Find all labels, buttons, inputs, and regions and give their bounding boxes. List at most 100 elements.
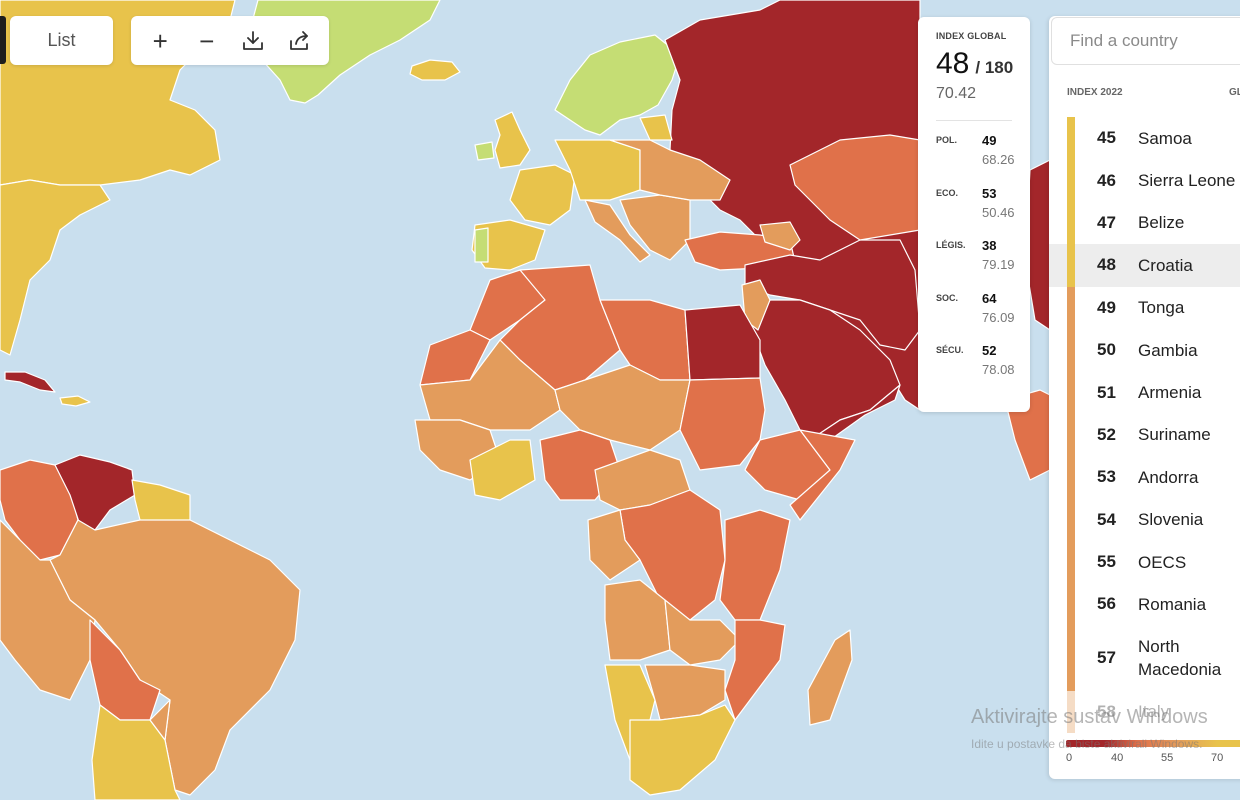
country-hispaniola[interactable] xyxy=(59,395,91,407)
ranking-country-name: Tonga xyxy=(1138,298,1185,318)
windows-activation-subtext: Idite u postavke da biste aktivirali Win… xyxy=(971,737,1203,751)
indicator-legislative: LÉGIS. 38 79.19 xyxy=(936,226,1030,279)
ranking-color-bar xyxy=(1067,583,1075,626)
ranking-country-name: Gambia xyxy=(1138,340,1198,360)
ranking-color-bar xyxy=(1067,540,1075,584)
ranking-row[interactable]: 55 OECS xyxy=(1049,540,1240,584)
country-egypt[interactable] xyxy=(684,304,761,381)
indicator-rank: 64 xyxy=(982,290,997,306)
ranking-list: 45 Samoa 46 Sierra Leone 47 Belize 48 Croatia 49… xyxy=(1049,117,1240,734)
country-madagascar[interactable] xyxy=(807,629,853,726)
ranking-color-bar xyxy=(1067,159,1075,202)
country-uk[interactable] xyxy=(494,111,531,169)
ranking-color-bar xyxy=(1067,117,1075,160)
ranking-row[interactable]: 53 Andorra xyxy=(1049,456,1240,499)
ranking-rank: 54 xyxy=(1097,509,1116,529)
country-ghana-ivory[interactable] xyxy=(469,439,536,501)
ranking-row[interactable]: 54 Slovenia xyxy=(1049,498,1240,541)
legend-tick: 70 xyxy=(1211,752,1224,764)
country-mozambique[interactable] xyxy=(724,619,786,721)
country-oman-yemen[interactable] xyxy=(809,384,901,441)
ranking-row[interactable]: 58 Italy xyxy=(1049,690,1240,734)
country-scandinavia[interactable] xyxy=(554,34,681,136)
share-button[interactable] xyxy=(282,23,318,59)
country-chile-argentina[interactable] xyxy=(91,704,181,800)
ranking-country-name: Romania xyxy=(1138,594,1207,614)
ranking-country-name: Samoa xyxy=(1138,128,1192,148)
ranking-color-bar xyxy=(1067,498,1075,541)
ranking-rank: 50 xyxy=(1097,340,1116,360)
ranking-country-name: Suriname xyxy=(1138,425,1211,445)
ranking-row[interactable]: 47 Belize xyxy=(1049,201,1240,245)
list-button[interactable]: List xyxy=(10,16,113,65)
global-column-header[interactable]: GL xyxy=(1229,87,1240,98)
ranking-row[interactable]: 56 Romania xyxy=(1049,583,1240,626)
global-rank-total: / 180 xyxy=(975,58,1014,77)
panel-toggle[interactable] xyxy=(0,16,6,64)
download-icon xyxy=(243,30,264,50)
ranking-row[interactable]: 52 Suriname xyxy=(1049,413,1240,457)
country-south-africa[interactable] xyxy=(629,704,736,796)
country-gabon-congo[interactable] xyxy=(587,509,641,581)
country-usa[interactable] xyxy=(0,179,111,356)
zoom-out-icon: − xyxy=(199,25,215,56)
country-botswana-zimbabwe[interactable] xyxy=(644,664,726,721)
legend-tick: 0 xyxy=(1066,752,1073,764)
ranking-country-name: Slovenia xyxy=(1138,510,1204,530)
zoom-in-button[interactable]: + xyxy=(142,23,178,59)
ranking-row[interactable]: 51 Armenia xyxy=(1049,371,1240,414)
zoom-out-button[interactable]: − xyxy=(189,23,225,59)
country-cuba[interactable] xyxy=(4,371,56,393)
country-ukraine-belarus[interactable] xyxy=(609,139,731,201)
ranking-color-bar xyxy=(1067,413,1075,457)
country-iceland[interactable] xyxy=(409,59,461,81)
country-venezuela[interactable] xyxy=(54,454,136,531)
country-baltics[interactable] xyxy=(639,114,673,141)
indicator-score: 76.09 xyxy=(982,309,1015,325)
map-toolbar: + − xyxy=(131,16,329,65)
ranking-rank: 51 xyxy=(1097,382,1116,402)
windows-activation-watermark: Aktivirajte sustav Windows xyxy=(971,706,1208,728)
global-index-label: INDEX GLOBAL xyxy=(936,31,1007,41)
country-western-sahara[interactable] xyxy=(419,329,491,386)
zoom-in-icon: + xyxy=(152,25,168,56)
ranking-country-name: Andorra xyxy=(1138,467,1199,487)
country-angola[interactable] xyxy=(604,579,671,661)
country-somalia[interactable] xyxy=(789,429,856,521)
ranking-row[interactable]: 57 North Macedonia xyxy=(1049,625,1240,691)
indicator-label: LÉGIS. xyxy=(936,240,966,250)
country-france[interactable] xyxy=(509,164,576,226)
ranking-rank: 49 xyxy=(1097,297,1116,317)
indicator-score: 68.26 xyxy=(982,152,1015,167)
ranking-row[interactable]: 50 Gambia xyxy=(1049,328,1240,372)
country-caucasus[interactable] xyxy=(759,221,801,251)
country-ireland[interactable] xyxy=(474,141,495,161)
legend-tick: 55 xyxy=(1161,752,1174,764)
ranking-rank: 55 xyxy=(1097,552,1116,572)
country-kazakhstan[interactable] xyxy=(789,134,921,241)
index-year-header[interactable]: INDEX 2022 xyxy=(1067,87,1123,98)
ranking-row[interactable]: 46 Sierra Leone xyxy=(1049,159,1240,202)
country-italy[interactable] xyxy=(584,199,651,263)
indicator-rank: 53 xyxy=(982,185,997,201)
country-sudan[interactable] xyxy=(679,377,766,471)
ranking-row[interactable]: 45 Samoa xyxy=(1049,117,1240,160)
card-divider xyxy=(936,120,1012,121)
country-zambia-malawi[interactable] xyxy=(664,599,741,666)
country-paraguay[interactable] xyxy=(149,699,171,741)
indicator-rank: 38 xyxy=(982,238,997,253)
country-portugal[interactable] xyxy=(474,227,489,263)
global-rank: 48 / 180 xyxy=(936,47,1030,81)
indicator-score: 50.46 xyxy=(982,204,1015,220)
ranking-row[interactable]: 48 Croatia xyxy=(1049,244,1240,287)
ranking-row[interactable]: 49 Tonga xyxy=(1049,286,1240,329)
ranking-color-bar xyxy=(1067,328,1075,372)
score-legend: 0 40 55 70 xyxy=(1066,740,1240,764)
country-search-input[interactable] xyxy=(1051,17,1240,65)
download-button[interactable] xyxy=(235,23,271,59)
country-iran-iraq-syria[interactable] xyxy=(744,239,921,351)
indicator-score: 79.19 xyxy=(982,257,1015,272)
indicator-label: POL. xyxy=(936,135,958,145)
country-iberia[interactable] xyxy=(471,219,546,271)
